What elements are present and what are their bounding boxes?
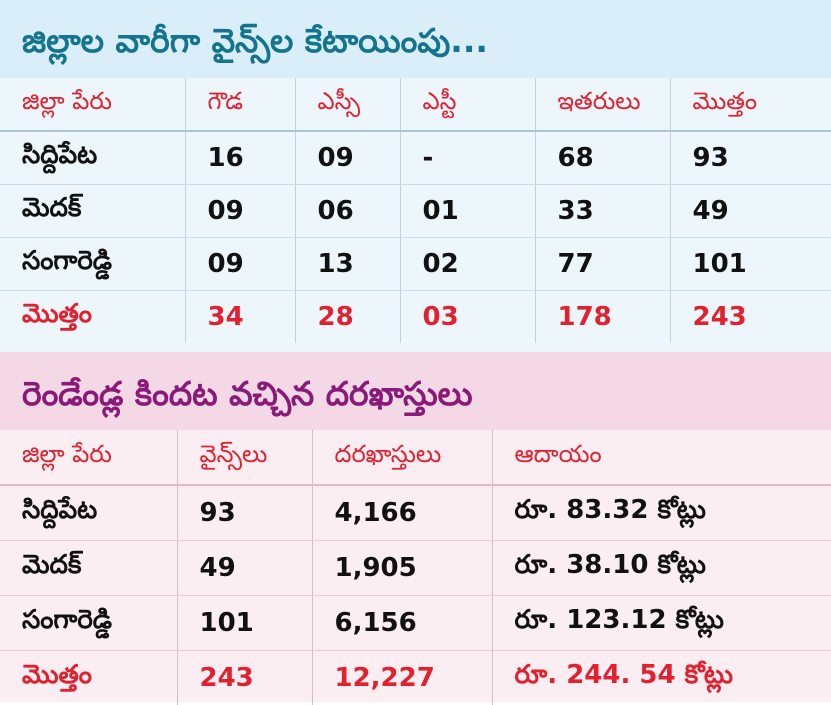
district-name: మెదక్ [0,185,185,238]
header-wines: వైన్స్‌లు [177,430,312,485]
total-all: 243 [670,291,831,344]
header-total: మొత్తం [670,78,831,131]
table-row: సంగారెడ్డి 09 13 02 77 101 [0,238,831,291]
district-name: మెదక్ [0,541,177,596]
applications-table: జిల్లా పేరు వైన్స్‌లు దరఖాస్తులు ఆదాయం స… [0,430,831,705]
district-name: సంగారెడ్డి [0,596,177,651]
cell-revenue: రూ. 83.32 కోట్లు [492,485,831,541]
table-header-row: జిల్లా పేరు గౌడ ఎస్సీ ఎస్టీ ఇతరులు మొత్త… [0,78,831,131]
cell-st: - [400,131,535,185]
table-row: సిద్దిపేట 93 4,166 రూ. 83.32 కోట్లు [0,485,831,541]
table-row: మెదక్ 49 1,905 రూ. 38.10 కోట్లు [0,541,831,596]
total-gouda: 34 [185,291,295,344]
district-name: సంగారెడ్డి [0,238,185,291]
header-district: జిల్లా పేరు [0,78,185,131]
cell-st: 01 [400,185,535,238]
total-revenue: రూ. 244. 54 కోట్లు [492,651,831,705]
cell-sc: 09 [295,131,400,185]
total-others: 178 [535,291,670,344]
total-label: మొత్తం [0,651,177,705]
total-st: 03 [400,291,535,344]
cell-total: 101 [670,238,831,291]
cell-revenue: రూ. 38.10 కోట్లు [492,541,831,596]
cell-total: 93 [670,131,831,185]
cell-st: 02 [400,238,535,291]
header-revenue: ఆదాయం [492,430,831,485]
total-sc: 28 [295,291,400,344]
table-row: సిద్దిపేట 16 09 - 68 93 [0,131,831,185]
cell-revenue: రూ. 123.12 కోట్లు [492,596,831,651]
header-district: జిల్లా పేరు [0,430,177,485]
cell-others: 68 [535,131,670,185]
cell-gouda: 16 [185,131,295,185]
cell-gouda: 09 [185,185,295,238]
table-header-row: జిల్లా పేరు వైన్స్‌లు దరఖాస్తులు ఆదాయం [0,430,831,485]
total-label: మొత్తం [0,291,185,344]
cell-total: 49 [670,185,831,238]
table-total-row: మొత్తం 34 28 03 178 243 [0,291,831,344]
cell-applications: 6,156 [312,596,492,651]
cell-others: 77 [535,238,670,291]
cell-applications: 1,905 [312,541,492,596]
header-sc: ఎస్సీ [295,78,400,131]
cell-others: 33 [535,185,670,238]
header-st: ఎస్టీ [400,78,535,131]
table-total-row: మొత్తం 243 12,227 రూ. 244. 54 కోట్లు [0,651,831,705]
table2-title: రెండేండ్ల కిందట వచ్చిన దరఖాస్తులు [22,362,822,426]
cell-applications: 4,166 [312,485,492,541]
table-row: సంగారెడ్డి 101 6,156 రూ. 123.12 కోట్లు [0,596,831,651]
total-applications: 12,227 [312,651,492,705]
wines-allocation-table: జిల్లా పేరు గౌడ ఎస్సీ ఎస్టీ ఇతరులు మొత్త… [0,78,831,343]
header-others: ఇతరులు [535,78,670,131]
cell-wines: 49 [177,541,312,596]
district-name: సిద్దిపేట [0,131,185,185]
header-applications: దరఖాస్తులు [312,430,492,485]
district-name: సిద్దిపేట [0,485,177,541]
cell-sc: 13 [295,238,400,291]
header-gouda: గౌడ [185,78,295,131]
total-wines: 243 [177,651,312,705]
table1-title: జిల్లాల వారీగా వైన్స్‌ల కేటాయింపు... [22,8,822,74]
cell-sc: 06 [295,185,400,238]
cell-wines: 93 [177,485,312,541]
table-row: మెదక్ 09 06 01 33 49 [0,185,831,238]
cell-wines: 101 [177,596,312,651]
cell-gouda: 09 [185,238,295,291]
